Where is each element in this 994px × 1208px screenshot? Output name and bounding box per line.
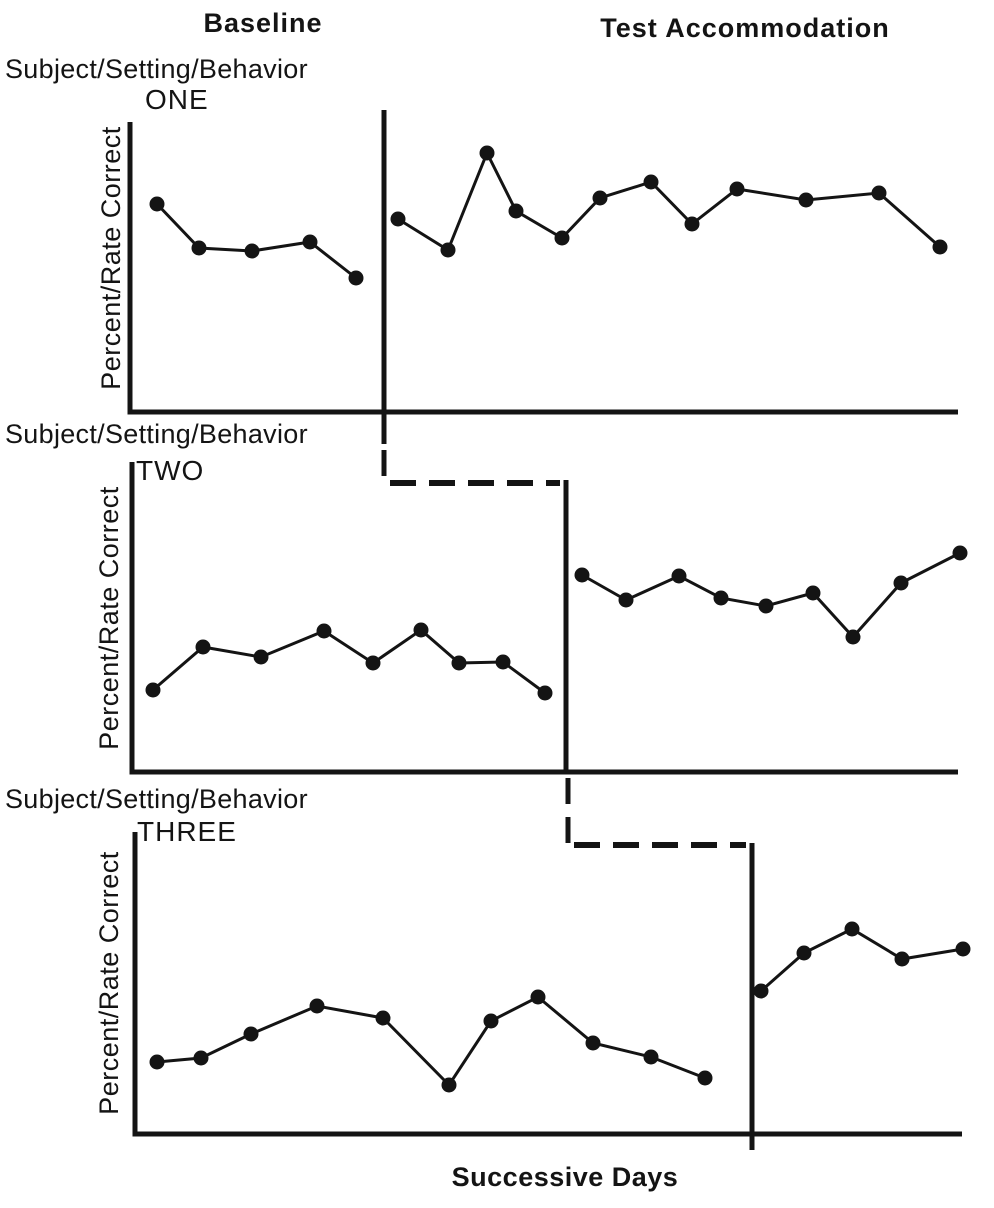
one-treatment-point-4 <box>508 203 524 219</box>
one-treatment-point-7 <box>643 174 659 190</box>
three-baseline-point-11 <box>697 1070 713 1086</box>
three-treatment-point-2 <box>796 945 812 961</box>
one-treatment-point-6 <box>592 190 608 206</box>
panel-two-y-axis-label: Percent/Rate Correct <box>94 486 124 750</box>
one-baseline-point-5 <box>348 270 364 286</box>
baseline-phase-title: Baseline <box>203 8 323 38</box>
panel-one-group-label: Subject/Setting/Behavior <box>5 54 308 84</box>
one-treatment-point-10 <box>798 192 814 208</box>
one-treatment-point-1 <box>390 211 406 227</box>
one-baseline-point-4 <box>302 234 318 250</box>
three-baseline-line <box>156 995 706 1088</box>
three-baseline-point-6 <box>441 1077 457 1093</box>
three-treatment-line <box>760 927 964 993</box>
one-baseline-line <box>155 202 357 280</box>
panel-one-group-id: ONE <box>145 84 209 115</box>
three-treatment-point-3 <box>844 921 860 937</box>
panel-three-group-id: THREE <box>137 816 237 847</box>
three-baseline-point-3 <box>243 1026 259 1042</box>
three-baseline-point-9 <box>585 1035 601 1051</box>
three-baseline-point-10 <box>643 1049 659 1065</box>
three-baseline-point-4 <box>309 998 325 1014</box>
panel-two-group-id: TWO <box>136 455 205 486</box>
two-treatment-point-9 <box>952 545 968 561</box>
two-baseline-point-8 <box>495 654 511 670</box>
axes-two <box>129 462 958 775</box>
one-treatment-point-3 <box>479 145 495 161</box>
two-treatment-point-7 <box>845 629 861 645</box>
one-treatment-line <box>397 149 941 253</box>
panel-three-y-axis-label: Percent/Rate Correct <box>94 851 124 1115</box>
three-treatment-point-5 <box>955 941 971 957</box>
panel-one-y-axis-label: Percent/Rate Correct <box>96 126 126 390</box>
three-treatment-point-4 <box>894 951 910 967</box>
three-baseline-point-5 <box>375 1010 391 1026</box>
two-baseline-point-6 <box>413 622 429 638</box>
two-treatment-line <box>581 551 961 640</box>
one-treatment-point-2 <box>440 242 456 258</box>
two-baseline-point-4 <box>316 623 332 639</box>
two-treatment-point-2 <box>618 592 634 608</box>
treatment-phase-title: Test Accommodation <box>600 13 890 43</box>
one-treatment-point-5 <box>554 230 570 246</box>
two-treatment-point-1 <box>574 567 590 583</box>
one-treatment-point-11 <box>871 185 887 201</box>
three-treatment-point-1 <box>753 983 769 999</box>
x-axis-label: Successive Days <box>451 1162 679 1192</box>
three-baseline-point-2 <box>193 1050 209 1066</box>
one-treatment-point-9 <box>729 181 745 197</box>
one-baseline-point-3 <box>244 243 260 259</box>
two-baseline-point-3 <box>253 649 269 665</box>
two-baseline-point-2 <box>195 639 211 655</box>
one-treatment-point-8 <box>684 216 700 232</box>
three-baseline-point-8 <box>530 989 546 1005</box>
two-baseline-point-5 <box>365 655 381 671</box>
two-baseline-line <box>152 628 546 695</box>
three-baseline-point-7 <box>483 1013 499 1029</box>
panel-two-group-label: Subject/Setting/Behavior <box>5 419 308 449</box>
two-baseline-point-7 <box>451 655 467 671</box>
one-baseline-point-2 <box>191 240 207 256</box>
one-baseline-point-1 <box>149 196 165 212</box>
two-treatment-point-5 <box>758 598 774 614</box>
axes-three <box>132 832 962 1137</box>
two-treatment-point-6 <box>805 585 821 601</box>
two-treatment-point-3 <box>671 568 687 584</box>
panel-three-group-label: Subject/Setting/Behavior <box>5 784 308 814</box>
three-baseline-point-1 <box>149 1054 165 1070</box>
one-treatment-point-12 <box>932 239 948 255</box>
axes-one <box>127 122 958 415</box>
two-treatment-point-4 <box>713 590 729 606</box>
two-baseline-point-9 <box>537 685 553 701</box>
two-baseline-point-1 <box>145 682 161 698</box>
two-treatment-point-8 <box>893 575 909 591</box>
